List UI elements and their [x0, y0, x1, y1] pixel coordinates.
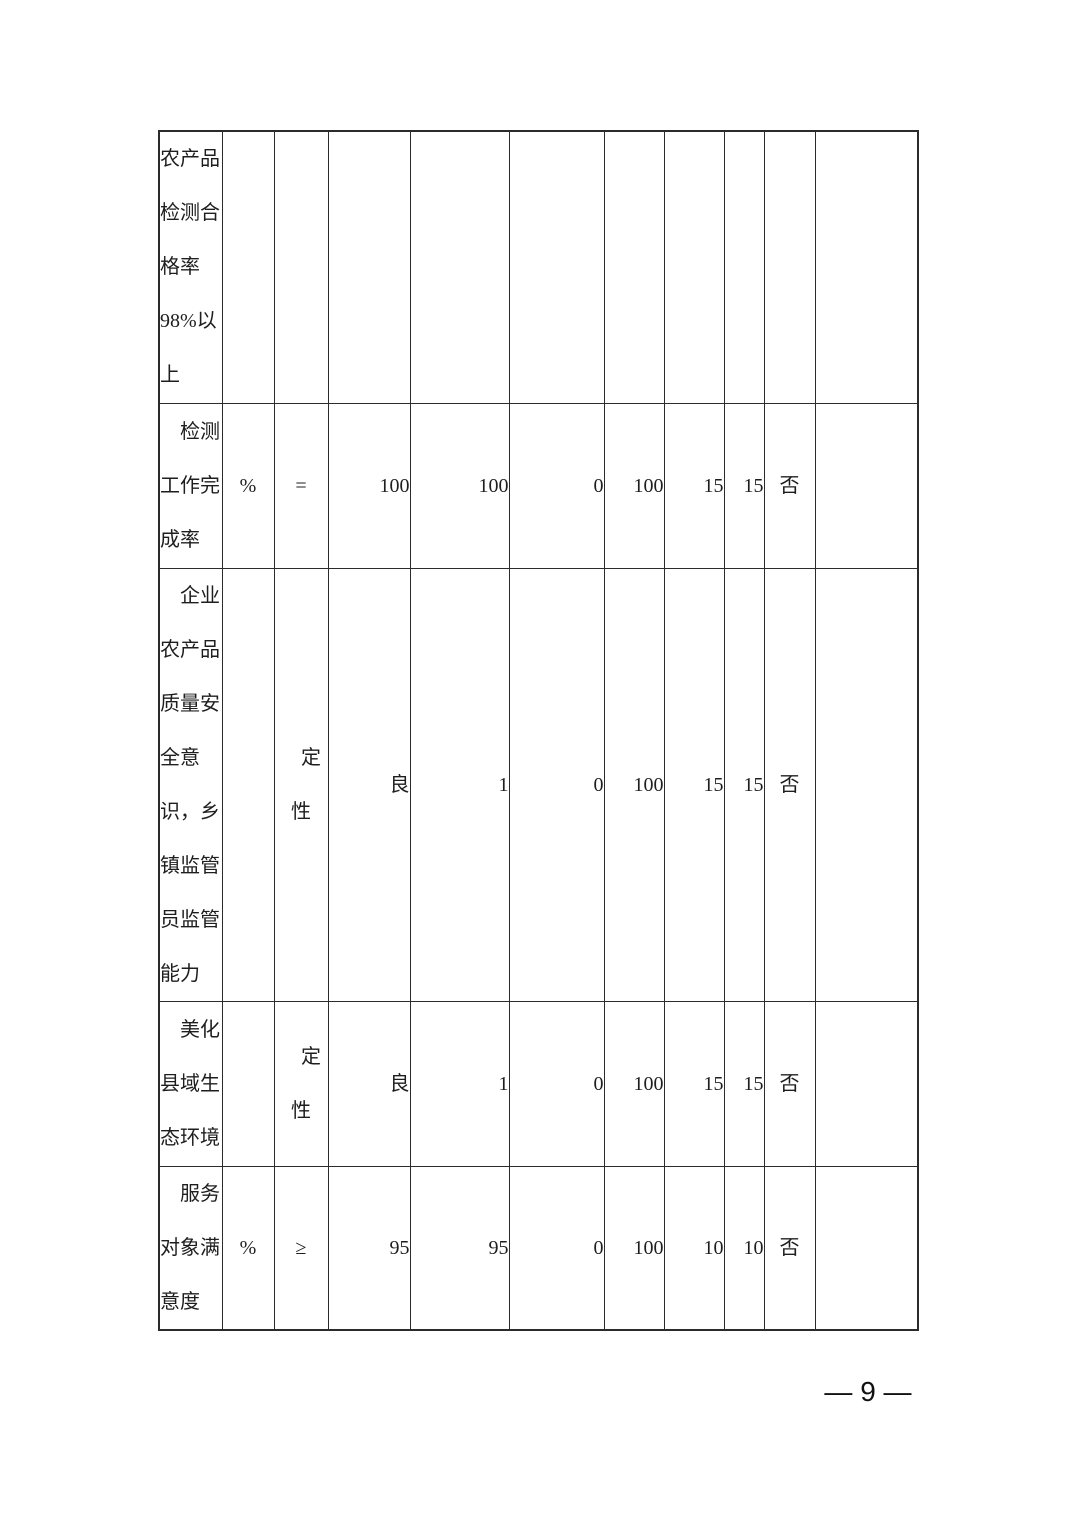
table-cell	[723, 130, 765, 404]
table-cell: 0	[508, 402, 605, 569]
table-cell: 15	[723, 567, 765, 1002]
table-cell	[603, 130, 665, 404]
table-cell: 良	[327, 1000, 411, 1167]
table-cell	[814, 130, 919, 404]
table-cell: 100	[603, 1000, 665, 1167]
table-row: 农产品 检测合 格率 98%以 上	[158, 130, 919, 404]
table-cell: 服务 对象满 意度	[158, 1165, 223, 1331]
table-cell: 美化 县域生 态环境	[158, 1000, 223, 1167]
table-cell	[221, 567, 275, 1002]
table-cell: 100	[603, 402, 665, 569]
table-cell: 10	[723, 1165, 765, 1331]
table-cell: 0	[508, 1165, 605, 1331]
table-cell: 检测 工作完 成率	[158, 402, 223, 569]
table-cell	[273, 130, 329, 404]
table-cell: =	[273, 402, 329, 569]
table-cell: 否	[763, 1000, 816, 1167]
table-cell: 良	[327, 567, 411, 1002]
table-cell	[663, 130, 725, 404]
table-cell: 15	[723, 1000, 765, 1167]
table-cell: 定 性	[273, 1000, 329, 1167]
table-cell: %	[221, 1165, 275, 1331]
table-row: 检测 工作完 成率% = 100 100 0 100 15 15 否	[158, 402, 919, 569]
table-cell: 定 性	[273, 567, 329, 1002]
table-row: 服务 对象满 意度% ≥95 95 0 100 10 10 否	[158, 1165, 919, 1331]
table-cell: 15	[723, 402, 765, 569]
table-cell	[327, 130, 411, 404]
table-cell: 100	[327, 402, 411, 569]
table-row: 美化 县域生 态环境 定 性良 1 0 100 15 15 否	[158, 1000, 919, 1167]
table-cell: %	[221, 402, 275, 569]
table-cell: 95	[409, 1165, 510, 1331]
table-cell: 15	[663, 402, 725, 569]
table-cell: 15	[663, 1000, 725, 1167]
table-cell	[221, 130, 275, 404]
table-cell: 否	[763, 1165, 816, 1331]
table-cell: 0	[508, 567, 605, 1002]
page-number: — 9 —	[824, 1376, 912, 1407]
table-row: 企业 农产品 质量安 全意 识，乡 镇监管 员监管 能力 定 性良 1 0 100 15…	[158, 567, 919, 1002]
table-cell: 农产品 检测合 格率 98%以 上	[158, 130, 223, 404]
table-cell	[221, 1000, 275, 1167]
table-cell: 100	[603, 1165, 665, 1331]
indicator-table: 农产品 检测合 格率 98%以 上 检测 工作完 成率% = 100 100 0 100 1…	[158, 130, 919, 1331]
table-cell	[814, 1165, 919, 1331]
table-cell	[763, 130, 816, 404]
table-cell: ≥	[273, 1165, 329, 1331]
table-cell	[814, 567, 919, 1002]
table-cell	[814, 1000, 919, 1167]
table-cell: 否	[763, 567, 816, 1002]
table-cell	[814, 402, 919, 569]
table-cell: 15	[663, 567, 725, 1002]
table-cell: 95	[327, 1165, 411, 1331]
table-cell: 10	[663, 1165, 725, 1331]
table-cell: 100	[409, 402, 510, 569]
table-cell	[409, 130, 510, 404]
table-cell: 1	[409, 567, 510, 1002]
table-cell: 1	[409, 1000, 510, 1167]
table-cell: 企业 农产品 质量安 全意 识，乡 镇监管 员监管 能力	[158, 567, 223, 1002]
table-cell	[508, 130, 605, 404]
table-cell: 0	[508, 1000, 605, 1167]
table-cell: 否	[763, 402, 816, 569]
table-body: 农产品 检测合 格率 98%以 上 检测 工作完 成率% = 100 100 0 100 1…	[158, 130, 919, 1331]
table-cell: 100	[603, 567, 665, 1002]
